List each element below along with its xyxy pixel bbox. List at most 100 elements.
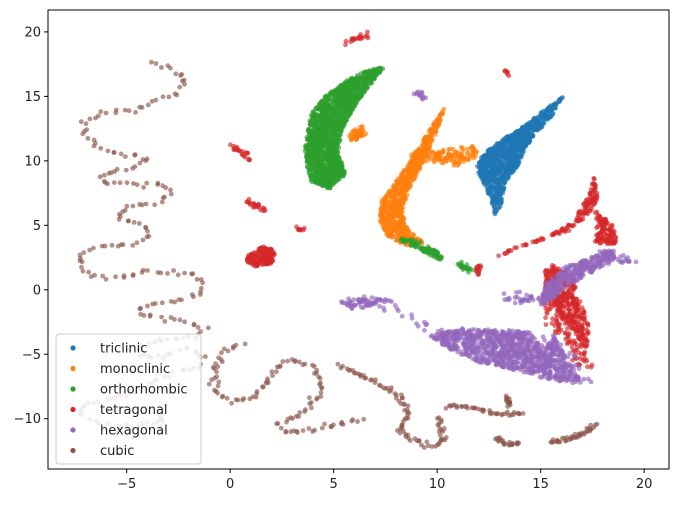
data-point — [318, 180, 323, 186]
data-point — [598, 233, 603, 239]
data-point — [338, 128, 344, 134]
data-point — [555, 315, 560, 320]
data-point — [416, 157, 422, 163]
data-point — [411, 175, 417, 181]
data-point — [365, 29, 370, 35]
data-point — [265, 247, 270, 253]
data-point — [585, 330, 591, 336]
data-point — [566, 222, 571, 228]
data-point — [361, 89, 366, 95]
data-point — [365, 35, 371, 41]
points-layer — [77, 29, 639, 450]
data-point — [328, 173, 334, 179]
data-point — [338, 170, 344, 176]
data-point — [383, 201, 388, 207]
data-point — [242, 154, 248, 160]
data-point — [310, 137, 315, 143]
data-point — [469, 144, 475, 150]
data-point — [503, 135, 509, 140]
data-point — [349, 76, 355, 81]
data-point — [417, 165, 423, 171]
data-point — [507, 165, 513, 171]
data-point — [387, 209, 392, 215]
data-point — [447, 157, 452, 163]
data-point — [455, 162, 461, 167]
data-point — [511, 158, 517, 164]
data-point — [408, 183, 413, 188]
data-point — [432, 159, 437, 165]
data-point — [350, 135, 356, 141]
data-point — [516, 159, 522, 165]
data-point — [385, 217, 391, 223]
series-triclinic — [475, 95, 565, 217]
series-tetragonal — [228, 29, 619, 370]
data-point — [493, 150, 498, 156]
data-point — [313, 177, 318, 182]
data-point — [398, 237, 404, 243]
data-point — [485, 178, 491, 183]
data-point — [320, 150, 326, 156]
data-point — [344, 89, 349, 95]
data-point — [322, 175, 328, 181]
data-point — [336, 160, 342, 166]
data-point — [333, 131, 339, 137]
data-point — [576, 350, 582, 356]
data-point — [327, 185, 332, 191]
data-point — [398, 172, 404, 178]
data-point — [571, 286, 576, 292]
data-point — [434, 254, 440, 259]
data-point — [516, 136, 522, 141]
data-point — [532, 124, 538, 130]
data-point — [492, 204, 497, 209]
data-point — [237, 148, 243, 154]
data-point — [583, 335, 589, 341]
data-point — [429, 137, 435, 143]
data-point — [460, 148, 466, 153]
data-point — [439, 255, 444, 261]
data-point — [328, 117, 334, 123]
data-point — [498, 172, 504, 178]
data-point — [327, 140, 333, 146]
data-point — [368, 69, 374, 74]
data-point — [326, 132, 332, 138]
data-point — [552, 328, 558, 334]
data-point — [330, 166, 336, 172]
data-point — [318, 160, 324, 166]
data-point — [540, 110, 546, 116]
data-point — [394, 205, 399, 211]
data-point — [371, 73, 377, 79]
data-point — [401, 167, 407, 173]
data-point — [468, 154, 474, 159]
data-point — [520, 242, 526, 248]
data-point — [318, 106, 324, 112]
data-point — [422, 149, 427, 155]
data-point — [569, 340, 575, 346]
data-point — [323, 156, 329, 161]
data-point — [328, 113, 334, 119]
data-point — [406, 166, 411, 172]
data-point — [543, 268, 549, 273]
data-point — [488, 190, 494, 196]
data-point — [487, 157, 493, 163]
data-point — [339, 163, 345, 169]
data-point — [253, 261, 259, 267]
data-point — [381, 195, 387, 201]
data-point — [521, 144, 527, 150]
data-point — [378, 213, 383, 219]
data-point — [562, 321, 568, 326]
data-point — [539, 115, 544, 120]
data-point — [337, 90, 343, 95]
data-point — [591, 176, 597, 181]
data-point — [351, 93, 357, 98]
data-point — [483, 165, 489, 171]
data-point — [397, 192, 403, 198]
data-point — [559, 315, 565, 321]
data-point — [440, 149, 446, 155]
data-point — [470, 148, 476, 154]
data-point — [559, 227, 564, 232]
data-point — [311, 162, 317, 168]
data-point — [546, 271, 552, 277]
data-point — [603, 231, 609, 237]
data-point — [257, 256, 263, 262]
data-point — [318, 164, 324, 170]
